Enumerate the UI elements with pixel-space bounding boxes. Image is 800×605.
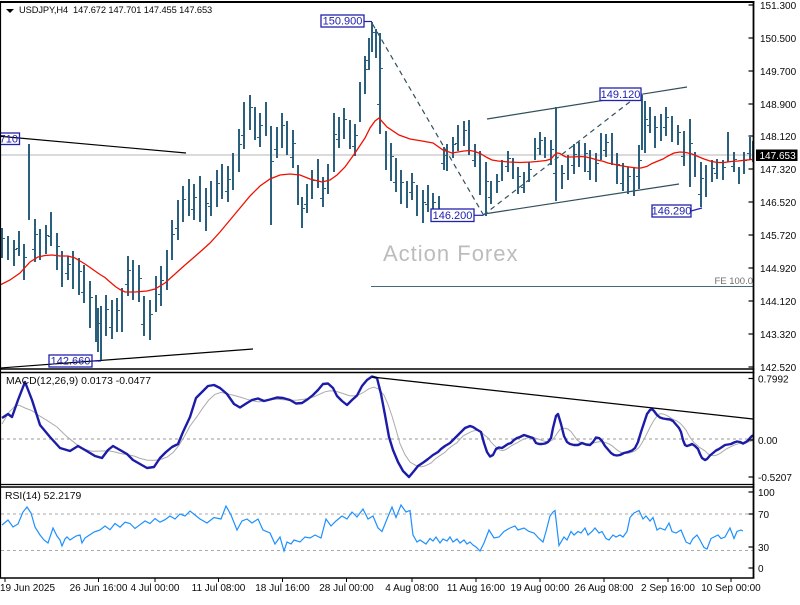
svg-text:19 Aug 00:00: 19 Aug 00:00 xyxy=(511,583,570,594)
svg-text:149.120: 149.120 xyxy=(601,89,641,101)
svg-text:26 Jun 16:00: 26 Jun 16:00 xyxy=(70,583,128,594)
svg-text:142.660: 142.660 xyxy=(51,356,91,368)
svg-text:18 Jul 16:00: 18 Jul 16:00 xyxy=(255,583,310,594)
svg-text:0: 0 xyxy=(758,564,764,575)
svg-text:147.710: 147.710 xyxy=(0,134,18,146)
svg-text:FE 100.0: FE 100.0 xyxy=(714,276,753,287)
svg-text:0.00: 0.00 xyxy=(758,436,778,447)
svg-text:28 Jul 00:00: 28 Jul 00:00 xyxy=(319,583,374,594)
svg-text:150.500: 150.500 xyxy=(760,34,797,45)
svg-text:RSI(14) 52.2179: RSI(14) 52.2179 xyxy=(5,491,81,502)
svg-text:70: 70 xyxy=(758,510,770,521)
svg-text:-0.5207: -0.5207 xyxy=(758,473,792,484)
svg-text:147.320: 147.320 xyxy=(760,165,797,176)
svg-text:148.900: 148.900 xyxy=(760,100,797,111)
svg-text:143.320: 143.320 xyxy=(760,330,797,341)
svg-text:USDJPY,H4 147.672 147.701 147: USDJPY,H4 147.672 147.701 147.455 147.65… xyxy=(19,5,212,15)
svg-text:147.653: 147.653 xyxy=(760,151,797,162)
svg-text:11 Jul 08:00: 11 Jul 08:00 xyxy=(192,583,246,594)
svg-text:4 Aug 08:00: 4 Aug 08:00 xyxy=(385,583,439,594)
svg-text:146.290: 146.290 xyxy=(652,206,692,218)
svg-text:2 Sep 16:00: 2 Sep 16:00 xyxy=(641,583,695,594)
svg-text:MACD(12,26,9) 0.0173 -0.0477: MACD(12,26,9) 0.0173 -0.0477 xyxy=(6,376,151,387)
svg-text:144.120: 144.120 xyxy=(760,297,797,308)
svg-text:30: 30 xyxy=(758,543,770,554)
svg-text:146.200: 146.200 xyxy=(433,210,473,222)
svg-text:11 Aug 16:00: 11 Aug 16:00 xyxy=(447,583,506,594)
svg-text:148.120: 148.120 xyxy=(760,132,797,143)
svg-text:146.520: 146.520 xyxy=(760,198,797,209)
svg-text:19 Jun 2025: 19 Jun 2025 xyxy=(0,583,55,594)
svg-text:Action Forex: Action Forex xyxy=(383,241,519,266)
svg-text:144.920: 144.920 xyxy=(760,264,797,275)
svg-text:149.700: 149.700 xyxy=(760,67,797,78)
svg-text:10 Sep 00:00: 10 Sep 00:00 xyxy=(701,583,761,594)
svg-text:100: 100 xyxy=(758,488,775,499)
svg-text:150.900: 150.900 xyxy=(323,16,363,28)
svg-text:26 Aug 08:00: 26 Aug 08:00 xyxy=(575,583,634,594)
svg-text:151.300: 151.300 xyxy=(760,1,797,12)
svg-text:4 Jul 00:00: 4 Jul 00:00 xyxy=(131,583,180,594)
svg-text:142.520: 142.520 xyxy=(760,363,797,374)
svg-text:0.7992: 0.7992 xyxy=(758,374,789,385)
svg-text:145.720: 145.720 xyxy=(760,231,797,242)
